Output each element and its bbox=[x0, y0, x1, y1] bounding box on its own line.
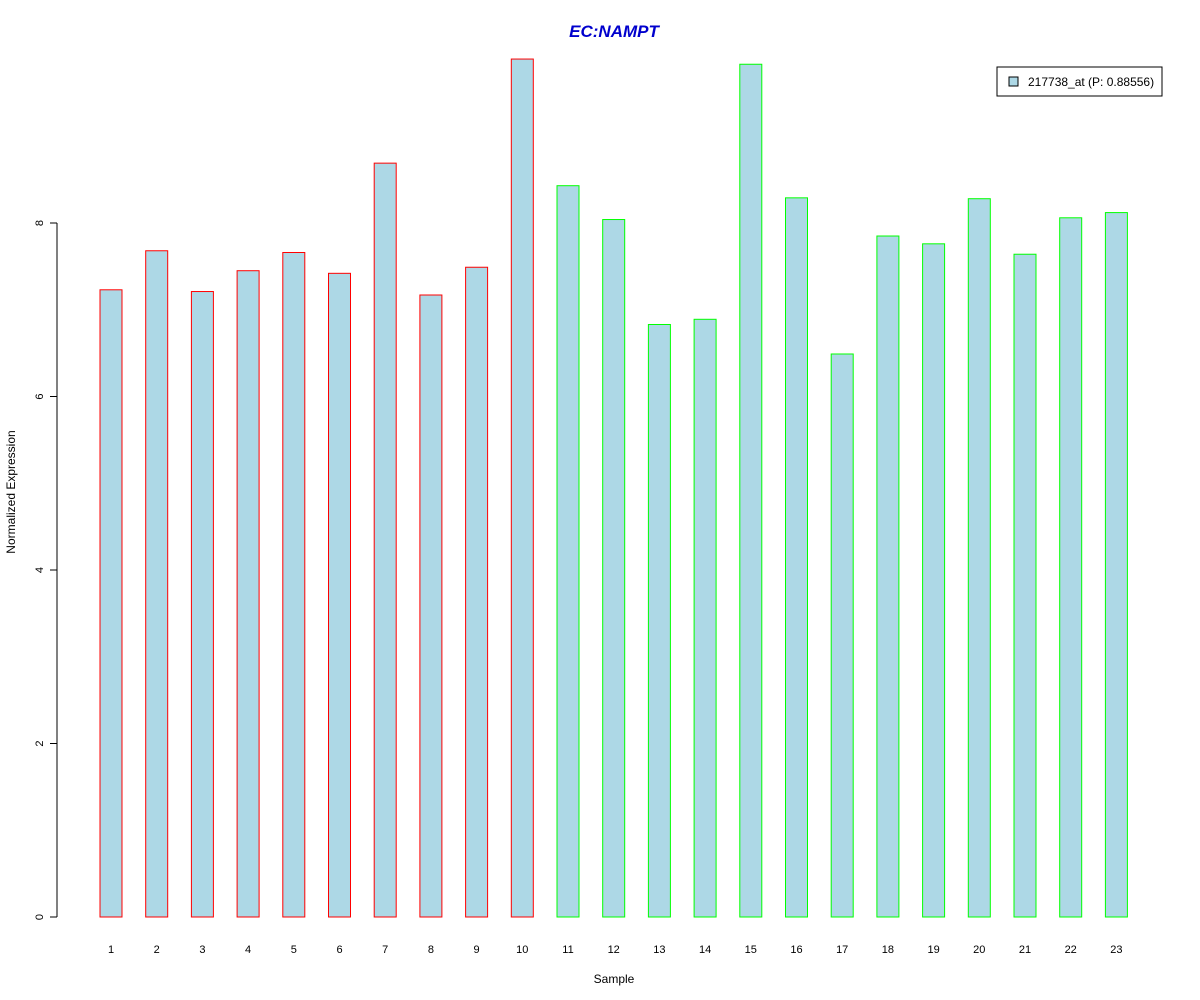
x-tick-label: 15 bbox=[745, 944, 757, 956]
x-tick-label: 3 bbox=[199, 944, 205, 956]
y-axis-label: Normalized Expression bbox=[4, 430, 18, 553]
bar bbox=[190, 291, 214, 918]
bar bbox=[785, 197, 808, 918]
bar bbox=[830, 353, 854, 918]
x-tick-label: 12 bbox=[608, 944, 620, 956]
x-tick-label: 6 bbox=[336, 944, 342, 956]
y-tick-label: 0 bbox=[34, 914, 46, 920]
bar bbox=[510, 58, 534, 918]
legend-entry-label: 217738_at (P: 0.88556) bbox=[1028, 75, 1154, 89]
bar bbox=[647, 323, 671, 918]
bar bbox=[236, 270, 260, 918]
x-tick-label: 23 bbox=[1110, 944, 1122, 956]
x-tick-label: 14 bbox=[699, 944, 711, 956]
legend: 217738_at (P: 0.88556) bbox=[996, 66, 1163, 97]
bar bbox=[465, 266, 489, 918]
x-tick-label: 2 bbox=[154, 944, 160, 956]
bar bbox=[693, 318, 717, 918]
bar bbox=[1104, 212, 1128, 918]
bar bbox=[99, 289, 123, 918]
y-axis: 0 2 4 6 8 bbox=[34, 220, 58, 920]
x-tick-label: 22 bbox=[1065, 944, 1077, 956]
x-tick-label: 17 bbox=[836, 944, 848, 956]
bar bbox=[419, 294, 443, 918]
bar bbox=[328, 272, 351, 918]
bar bbox=[556, 185, 580, 918]
x-tick-label: 20 bbox=[973, 944, 985, 956]
bar bbox=[145, 250, 169, 918]
x-tick-label: 21 bbox=[1019, 944, 1031, 956]
x-tick-label: 16 bbox=[790, 944, 802, 956]
y-tick-label: 6 bbox=[34, 393, 46, 399]
x-tick-label: 18 bbox=[882, 944, 894, 956]
bar bbox=[922, 243, 946, 918]
x-tick-label: 10 bbox=[516, 944, 528, 956]
bar bbox=[282, 251, 306, 918]
chart-title: EC:NAMPT bbox=[569, 22, 660, 41]
legend-swatch bbox=[1008, 76, 1019, 87]
y-tick-label: 4 bbox=[34, 567, 46, 573]
x-tick-label: 1 bbox=[108, 944, 114, 956]
x-axis-label: Sample bbox=[594, 972, 635, 986]
y-tick-label: 2 bbox=[34, 740, 46, 746]
bar bbox=[602, 219, 626, 918]
x-tick-label: 11 bbox=[562, 944, 573, 956]
bar bbox=[739, 63, 763, 918]
x-tick-label: 19 bbox=[927, 944, 939, 956]
x-tick-labels: 1 2 3 4 5 6 7 8 9 10 11 12 13 14 15 16 17 18 19 20 21 22 23 bbox=[108, 944, 1123, 956]
x-tick-label: 13 bbox=[653, 944, 665, 956]
bar bbox=[1059, 217, 1083, 918]
bar bbox=[967, 198, 991, 918]
x-tick-label: 8 bbox=[428, 944, 434, 956]
x-tick-label: 9 bbox=[474, 944, 480, 956]
legend-box bbox=[996, 66, 1163, 97]
x-tick-label: 4 bbox=[245, 944, 251, 956]
x-tick-label: 5 bbox=[291, 944, 297, 956]
bars bbox=[99, 58, 1128, 918]
bar bbox=[876, 235, 900, 918]
x-tick-label: 7 bbox=[382, 944, 388, 956]
y-tick-label: 8 bbox=[34, 220, 46, 226]
bar bbox=[1013, 253, 1037, 918]
bar bbox=[373, 162, 397, 918]
